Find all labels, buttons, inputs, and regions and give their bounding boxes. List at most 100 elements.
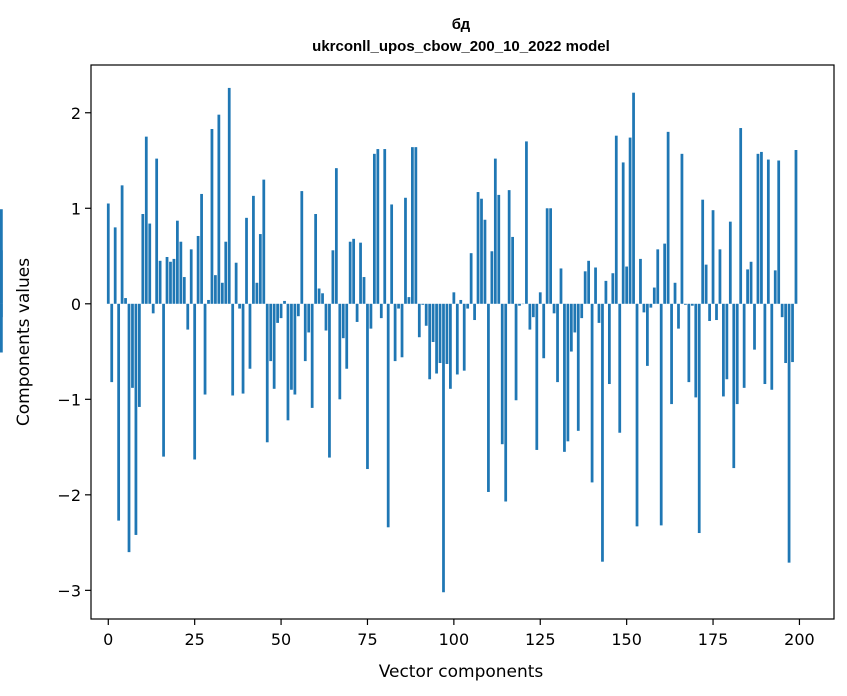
y-tick-label: 2: [71, 104, 81, 123]
bar: [493, 158, 497, 304]
bar: [428, 303, 432, 380]
y-tick-label: 0: [71, 295, 81, 314]
bar: [310, 303, 314, 408]
bar: [245, 217, 248, 304]
bar: [345, 303, 349, 369]
bar: [487, 303, 490, 492]
bar: [639, 258, 642, 304]
bar: [587, 260, 591, 304]
bar: [296, 303, 300, 317]
bar: [400, 303, 404, 358]
chart-title: бд: [452, 16, 471, 33]
bar: [649, 303, 653, 308]
bar: [635, 303, 639, 527]
bar: [656, 249, 660, 304]
bar: [314, 214, 318, 304]
bar: [569, 303, 573, 352]
bar: [708, 303, 711, 321]
x-tick-label: 100: [439, 630, 470, 649]
bar: [134, 303, 138, 535]
bar: [773, 270, 777, 304]
bar: [379, 303, 383, 319]
bar: [407, 297, 411, 304]
bar: [476, 192, 480, 304]
bar: [507, 190, 511, 304]
bar: [556, 303, 559, 383]
bar: [766, 159, 770, 304]
bar: [701, 199, 705, 304]
bar: [348, 241, 352, 304]
x-tick-label: 50: [271, 630, 291, 649]
bar: [784, 303, 787, 364]
bar: [117, 303, 121, 521]
bar: [414, 147, 418, 304]
bar: [684, 303, 687, 305]
bar: [272, 303, 276, 389]
bar: [473, 303, 476, 321]
bar: [210, 129, 214, 304]
bar: [352, 238, 356, 304]
bar: [459, 299, 463, 304]
bar: [725, 303, 729, 380]
bar: [563, 303, 566, 452]
bar: [455, 303, 459, 375]
bar: [749, 261, 753, 304]
bar: [566, 303, 570, 442]
bar: [431, 303, 435, 342]
bar: [138, 303, 141, 407]
bar: [303, 303, 307, 362]
bar: [760, 151, 763, 304]
bar: [158, 260, 162, 304]
bar: [756, 153, 760, 304]
bar: [728, 221, 732, 304]
bar: [307, 303, 311, 333]
bar: [791, 303, 794, 363]
bar: [618, 303, 622, 433]
bar: [169, 261, 172, 304]
bar: [652, 287, 656, 304]
bar: [248, 303, 252, 369]
bar: [397, 303, 400, 309]
bar: [390, 204, 394, 304]
bar: [372, 153, 376, 304]
bar: [594, 267, 597, 304]
bar: [186, 303, 190, 330]
bar: [113, 227, 117, 304]
bar: [165, 256, 169, 304]
bar: [362, 277, 366, 304]
bar: [110, 303, 114, 383]
x-tick-label: 75: [357, 630, 377, 649]
bar: [735, 303, 739, 405]
bar: [659, 303, 663, 526]
bar: [538, 292, 542, 304]
bar: [265, 303, 269, 443]
bar: [355, 303, 359, 322]
bar: [227, 87, 231, 304]
bar: [704, 264, 708, 304]
bar: [580, 303, 584, 319]
y-axis-ticks: −3 −2 −1 0 1 2: [57, 104, 91, 600]
plot-frame: [90, 64, 835, 620]
bar: [417, 303, 421, 338]
bar: [324, 303, 328, 331]
bar: [442, 303, 445, 593]
y-tick-label: −3: [57, 581, 81, 600]
bar: [697, 303, 701, 534]
bar: [500, 303, 504, 445]
bar: [632, 92, 635, 304]
bar: [255, 282, 259, 304]
bar: [777, 160, 781, 304]
bar: [732, 303, 736, 469]
bar: [214, 275, 217, 304]
bar: [196, 235, 200, 304]
bar: [614, 135, 618, 304]
bar: [687, 303, 691, 383]
bar: [462, 303, 466, 371]
bar: [203, 303, 207, 395]
bar: [283, 300, 286, 304]
x-axis-ticks: 0 25 50 75 100 125 150 175 200: [103, 619, 815, 649]
bar: [611, 273, 615, 304]
bar: [276, 303, 279, 323]
bar: [317, 288, 321, 304]
